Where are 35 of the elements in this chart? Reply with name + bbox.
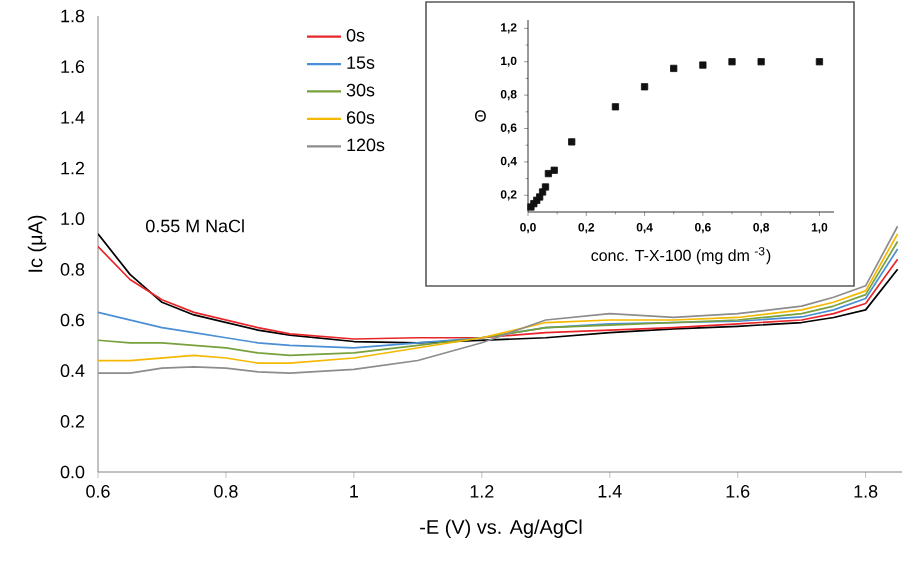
x-tick-label: 1 <box>350 485 358 498</box>
y-tick-label: 0.6 <box>60 313 85 327</box>
y-tick-label: 0.4 <box>60 364 85 378</box>
x-tick-label: 1.8 <box>854 485 878 498</box>
y-tick-label: 0.8 <box>60 262 85 276</box>
point <box>728 58 736 66</box>
x-tick-label: 1.4 <box>598 485 622 498</box>
x-tick-label: 0.6 <box>86 485 110 498</box>
x-tick-label: 0.8 <box>214 485 238 498</box>
y-tick-label: 1.0 <box>61 212 85 226</box>
point <box>611 103 620 111</box>
point <box>541 183 550 191</box>
y-tick-label: 1.4 <box>61 111 85 124</box>
x-tick-label: 1.6 <box>726 485 750 498</box>
legend-label: 0s <box>346 28 365 42</box>
point <box>815 58 824 66</box>
y-tick-label: 0.0 <box>60 465 85 479</box>
x-axis-title: -E (V) vs. Ag/AgCl <box>420 519 582 538</box>
legend-label: 120s <box>347 138 385 152</box>
y-tick-label: 0.2 <box>60 414 85 428</box>
point <box>757 58 765 66</box>
annotation: 0.55 M NaCl <box>146 219 244 233</box>
y-axis-title: Ic (μA) <box>27 215 47 272</box>
y-tick-label: 1.6 <box>61 60 85 74</box>
legend-label: 30s <box>346 83 375 97</box>
point <box>550 166 558 174</box>
y-tick-label: 1.8 <box>61 9 85 23</box>
x-tick-label: 1.2 <box>470 485 494 498</box>
point <box>699 61 707 69</box>
legend-label: 60s <box>346 111 375 124</box>
point <box>568 138 576 146</box>
point <box>670 64 678 72</box>
y-tick-label: 1.2 <box>61 161 85 175</box>
point <box>640 83 649 91</box>
legend-label: 15s <box>347 56 375 69</box>
